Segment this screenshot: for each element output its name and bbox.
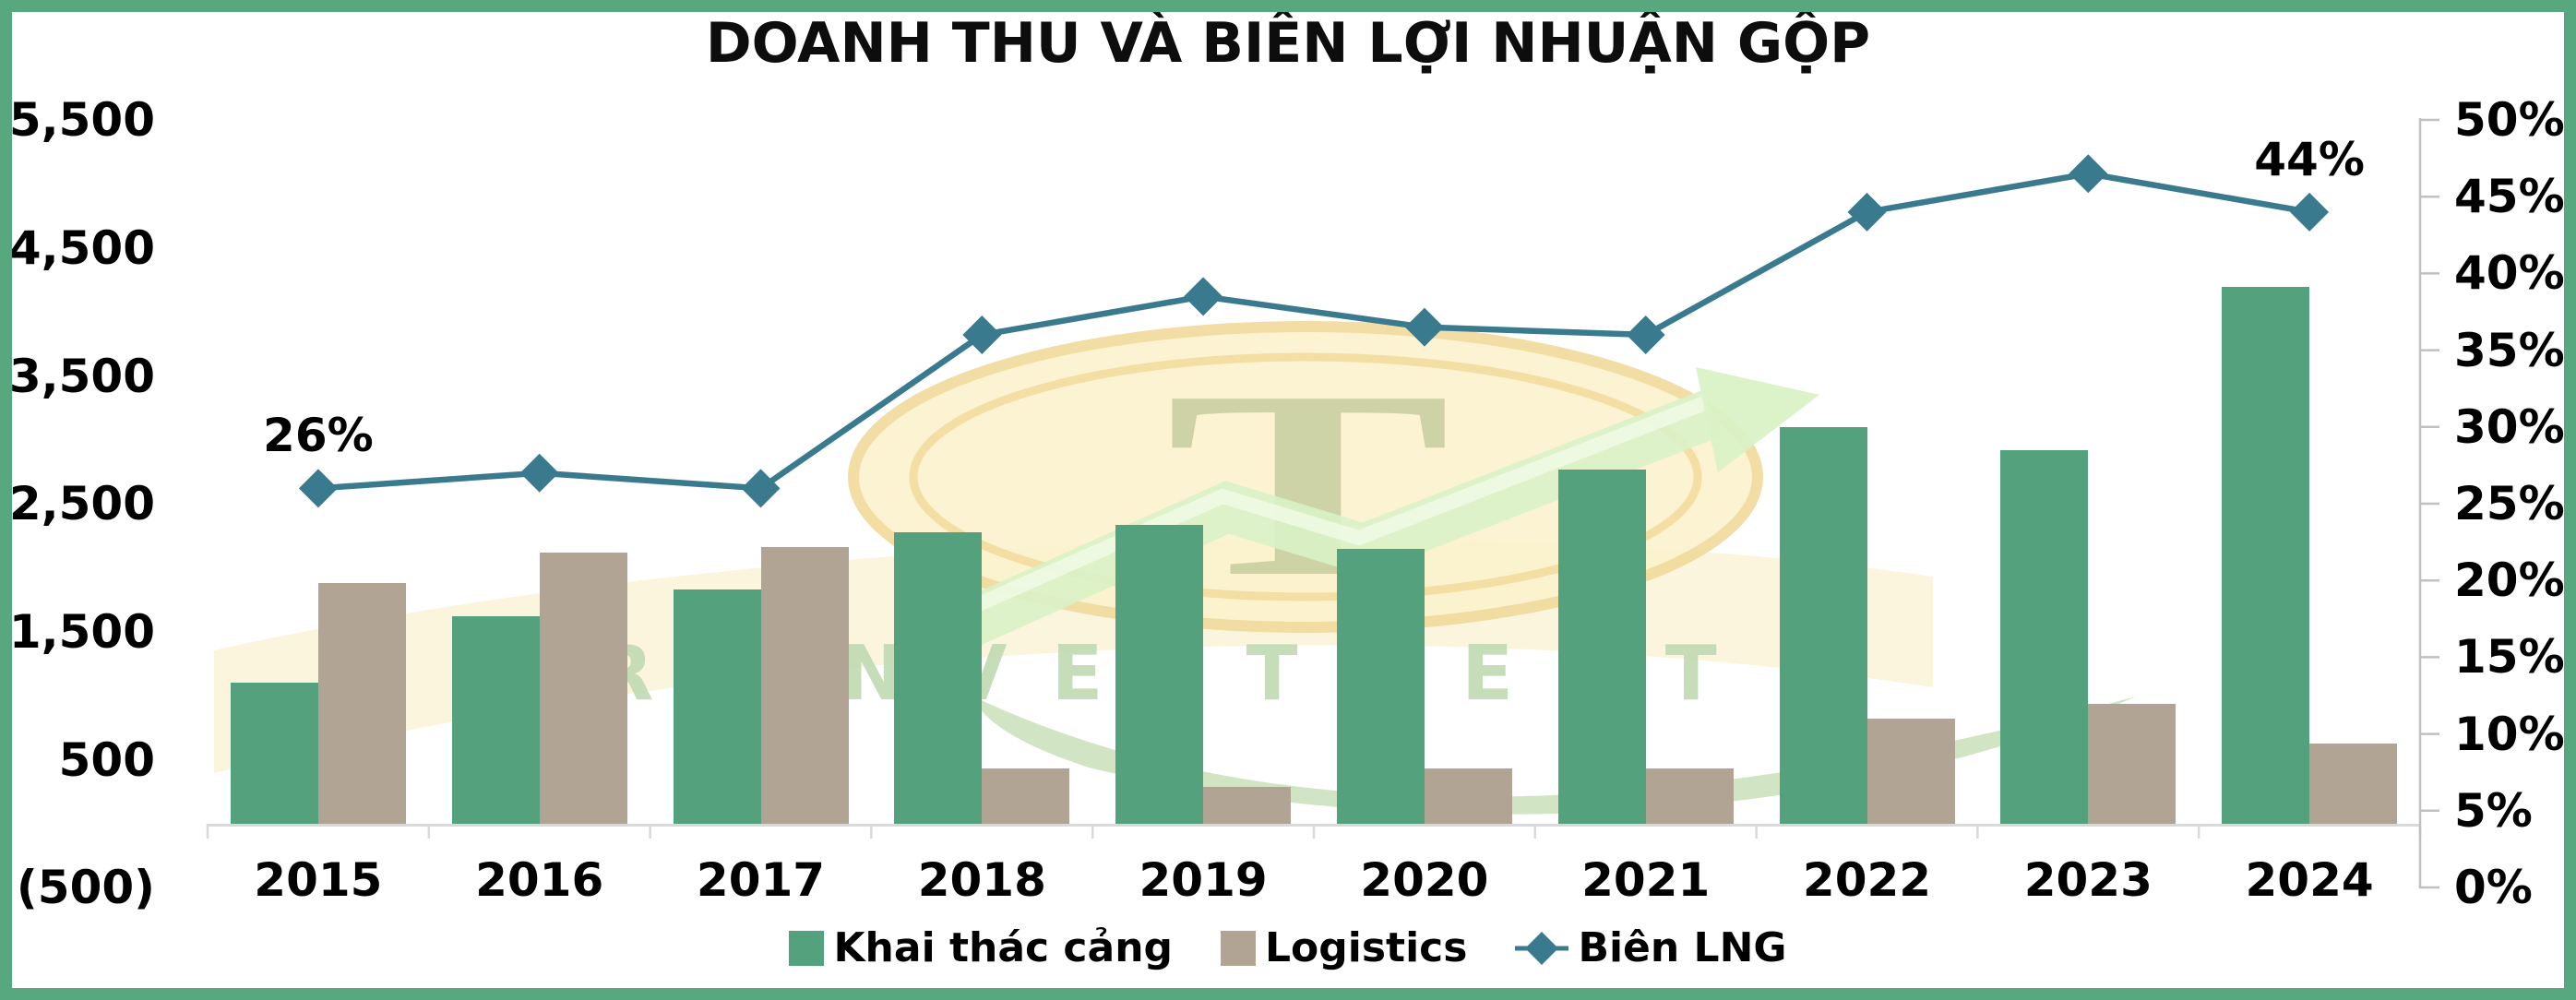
bar-logistics-2016 — [539, 553, 627, 824]
bar-logistics-2015 — [317, 583, 406, 824]
line-marker-2019 — [1184, 277, 1223, 316]
bar-khai-thac-cang-2017 — [673, 589, 761, 824]
line-marker-2015 — [298, 469, 338, 508]
line-marker-2021 — [1626, 315, 1665, 354]
bar-logistics-2020 — [1424, 768, 1512, 824]
right-axis-label-1: 45% — [2454, 170, 2565, 224]
left-axis-label-3: 2,500 — [8, 477, 155, 531]
bar-khai-thac-cang-2015 — [230, 683, 318, 824]
line-marker-2016 — [519, 453, 559, 493]
right-axis-label-2: 40% — [2454, 246, 2565, 301]
x-axis-label-2021: 2021 — [1581, 853, 1711, 907]
annotation-2015: 26% — [263, 409, 374, 463]
watermark-arrow-highlight — [896, 395, 1710, 647]
line-marker-2018 — [962, 315, 1002, 354]
bar-khai-thac-cang-2022 — [1779, 427, 1867, 824]
line-marker-2017 — [741, 469, 781, 508]
legend-line-marker-bien-lng — [1515, 931, 1569, 965]
watermark-coin-inner-ring — [909, 352, 1702, 601]
legend-swatch-khai-thac-cang — [789, 930, 825, 966]
bar-logistics-2018 — [982, 768, 1070, 824]
watermark-swoosh-leaf — [973, 696, 2136, 815]
x-axis-label-2019: 2019 — [1139, 853, 1268, 907]
chart-title: DOANH THU VÀ BIÊN LỢI NHUẬN GỘP — [705, 11, 1871, 76]
line-marker-2024 — [2290, 192, 2330, 232]
line-series-bien-lng — [317, 170, 2310, 492]
bar-khai-thac-cang-2019 — [1115, 524, 1204, 824]
x-axis-label-2022: 2022 — [1802, 853, 1932, 907]
legend-label-khai-thac-cang: Khai thác cảng — [833, 924, 1174, 971]
line-marker-2020 — [1404, 307, 1444, 347]
x-axis-label-2016: 2016 — [475, 853, 604, 907]
legend-label-bien-lng: Biên LNG — [1578, 924, 1787, 971]
x-axis-label-2015: 2015 — [254, 853, 383, 907]
right-axis-label-7: 15% — [2454, 630, 2565, 685]
legend-item-bien-lng: Biên LNG — [1515, 924, 1787, 971]
bar-khai-thac-cang-2024 — [2222, 286, 2310, 824]
legend-swatch-logistics — [1221, 930, 1257, 966]
x-axis-label-2018: 2018 — [917, 853, 1046, 907]
line-marker-2022 — [1847, 192, 1887, 232]
left-axis-label-5: 500 — [58, 732, 155, 787]
legend-item-logistics: Logistics — [1221, 924, 1467, 971]
bar-khai-thac-cang-2021 — [1557, 469, 1646, 824]
watermark-arrow-band — [898, 389, 1721, 673]
right-axis-label-6: 20% — [2454, 554, 2565, 608]
bar-logistics-2021 — [1645, 768, 1734, 824]
right-axis-label-4: 30% — [2454, 399, 2565, 454]
x-axis-label-2017: 2017 — [696, 853, 826, 907]
legend-label-logistics: Logistics — [1265, 924, 1468, 971]
annotation-2024: 44% — [2254, 132, 2365, 186]
x-axis-label-2023: 2023 — [2023, 853, 2153, 907]
line-marker-2023 — [2069, 154, 2108, 194]
x-axis-label-2020: 2020 — [1360, 853, 1489, 907]
right-axis-label-3: 35% — [2454, 323, 2565, 377]
bar-khai-thac-cang-2023 — [2000, 450, 2089, 824]
bar-khai-thac-cang-2018 — [894, 531, 983, 824]
x-axis-label-2024: 2024 — [2245, 853, 2374, 907]
legend-item-khai-thac-cang: Khai thác cảng — [789, 924, 1173, 971]
bar-logistics-2024 — [2309, 743, 2398, 824]
right-axis-label-5: 25% — [2454, 477, 2565, 530]
right-axis-label-0: 50% — [2454, 93, 2565, 147]
bar-logistics-2017 — [760, 547, 849, 824]
bar-khai-thac-cang-2020 — [1336, 548, 1425, 824]
bar-logistics-2019 — [1203, 786, 1292, 824]
watermark-arrow-head — [1696, 367, 1819, 472]
right-axis-label-10: 0% — [2454, 861, 2533, 914]
left-axis-label-2: 3,500 — [8, 349, 155, 403]
bar-logistics-2023 — [2088, 703, 2176, 824]
left-axis-label-6: (500) — [16, 861, 155, 915]
bar-khai-thac-cang-2016 — [451, 616, 540, 824]
bar-logistics-2022 — [1866, 719, 1955, 824]
right-axis-label-8: 10% — [2454, 707, 2565, 761]
legend-diamond-icon — [1525, 931, 1559, 965]
right-axis-label-9: 5% — [2454, 783, 2533, 838]
left-axis-label-1: 4,500 — [8, 221, 155, 275]
legend: Khai thác cảng Logistics Biên LNG — [0, 924, 2576, 971]
left-axis-label-0: 5,500 — [8, 93, 155, 148]
left-axis-label-4: 1,500 — [8, 605, 155, 659]
